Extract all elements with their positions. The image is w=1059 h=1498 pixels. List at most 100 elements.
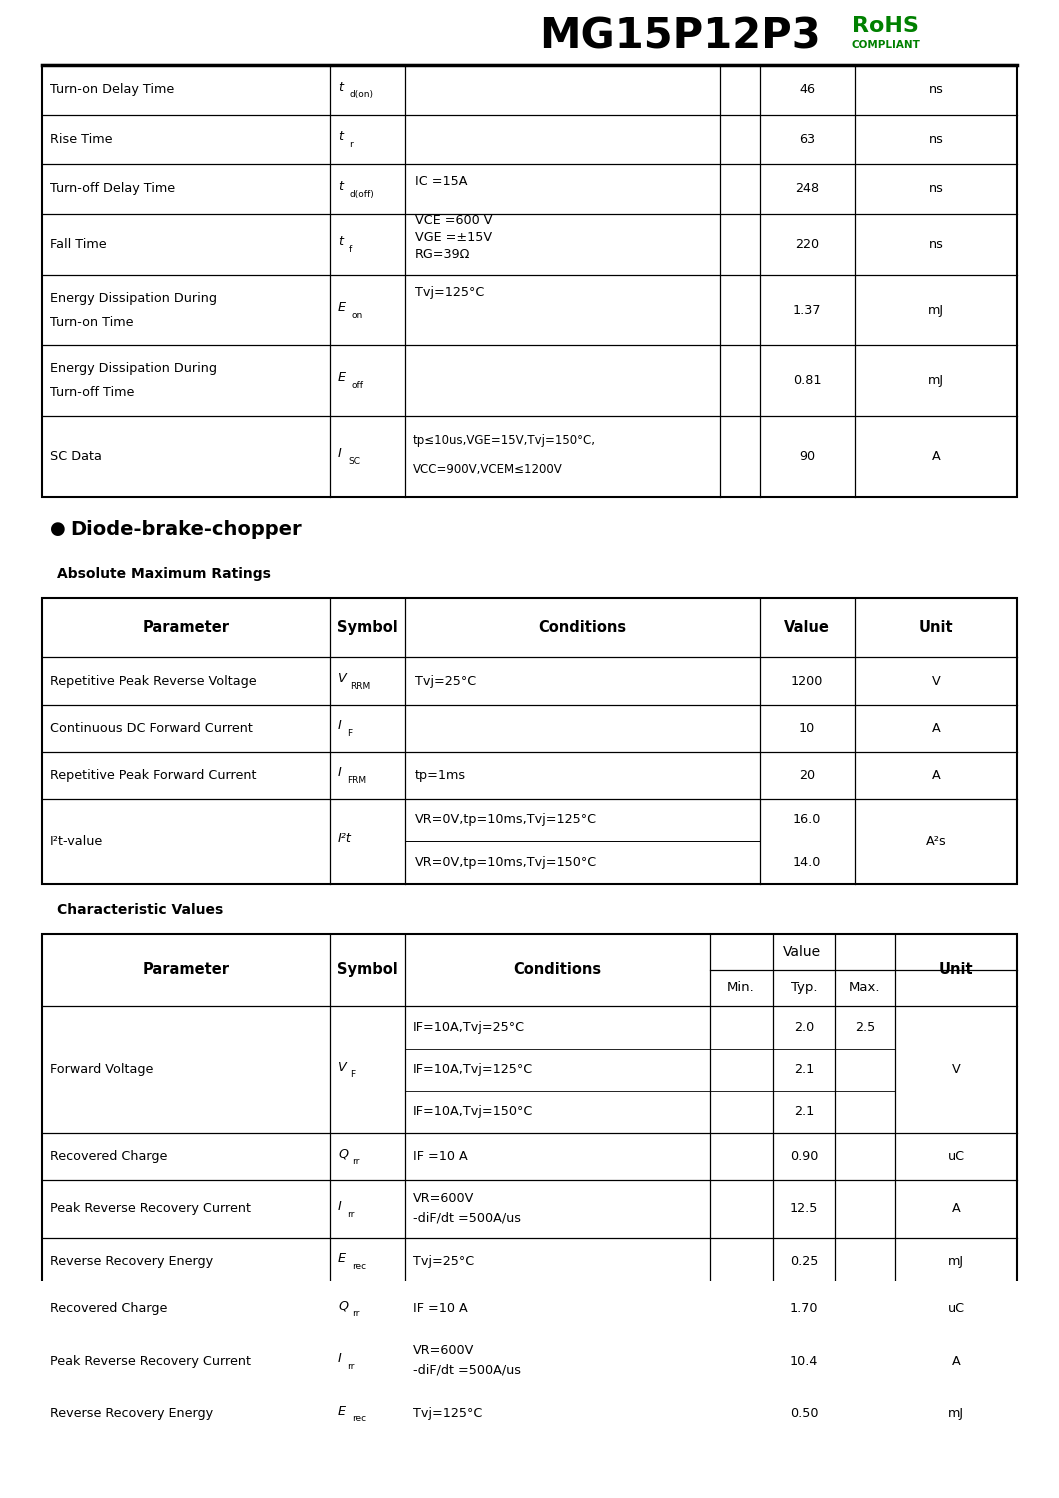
Text: 2.1: 2.1 [794, 1106, 814, 1119]
Text: ns: ns [929, 238, 944, 252]
Text: Typ.: Typ. [791, 981, 818, 995]
Text: A²s: A²s [926, 834, 947, 848]
Bar [42, 64, 1017, 497]
Text: IF =10 A: IF =10 A [413, 1302, 468, 1315]
Text: 0.90: 0.90 [790, 1150, 819, 1162]
Text: Symbol: Symbol [337, 963, 397, 978]
Text: IF=10A,Tvj=150°C: IF=10A,Tvj=150°C [413, 1106, 534, 1119]
Text: I: I [338, 446, 342, 460]
Text: t: t [338, 130, 343, 144]
Text: V: V [338, 1061, 346, 1074]
Text: mJ: mJ [928, 374, 944, 386]
Text: I: I [338, 1200, 342, 1213]
Text: 14.0: 14.0 [793, 857, 821, 869]
Text: A: A [952, 1354, 961, 1368]
Text: Turn-off Delay Time: Turn-off Delay Time [50, 183, 175, 195]
Text: Energy Dissipation During: Energy Dissipation During [50, 292, 217, 306]
Text: Repetitive Peak Reverse Voltage: Repetitive Peak Reverse Voltage [50, 674, 256, 688]
Text: Q: Q [338, 1299, 348, 1312]
Text: F: F [351, 1070, 355, 1079]
Text: d(off): d(off) [349, 190, 374, 199]
Text: Diode-brake-chopper: Diode-brake-chopper [70, 520, 302, 539]
Text: Q: Q [338, 1147, 348, 1161]
Text: 248: 248 [795, 183, 819, 195]
Text: Value: Value [784, 620, 830, 635]
Text: 2.5: 2.5 [855, 1022, 875, 1034]
Text: 2.0: 2.0 [794, 1022, 814, 1034]
Text: 220: 220 [795, 238, 819, 252]
Text: mJ: mJ [928, 304, 944, 318]
Text: 1.37: 1.37 [793, 304, 821, 318]
Text: VR=600V: VR=600V [413, 1192, 474, 1206]
Text: rr: rr [352, 1156, 359, 1165]
Text: Reverse Recovery Energy: Reverse Recovery Energy [50, 1407, 213, 1420]
Text: Tvj=25°C: Tvj=25°C [415, 674, 477, 688]
Text: Recovered Charge: Recovered Charge [50, 1150, 167, 1162]
Text: tp=1ms: tp=1ms [415, 768, 466, 782]
Text: Turn-on Delay Time: Turn-on Delay Time [50, 84, 175, 96]
Text: Absolute Maximum Ratings: Absolute Maximum Ratings [57, 566, 271, 581]
Text: Unit: Unit [938, 963, 973, 978]
Text: rr: rr [347, 1209, 355, 1218]
Text: ●: ● [50, 520, 66, 538]
Text: mJ: mJ [948, 1407, 964, 1420]
Text: 90: 90 [798, 449, 815, 463]
Text: E: E [338, 1405, 346, 1417]
Text: t: t [338, 180, 343, 193]
Text: I²t: I²t [338, 833, 352, 845]
Text: Characteristic Values: Characteristic Values [57, 903, 223, 917]
Text: RoHS: RoHS [852, 15, 919, 36]
Text: RRM: RRM [351, 682, 371, 691]
Text: rec: rec [352, 1414, 366, 1423]
Text: I: I [338, 1353, 342, 1365]
Text: Forward Voltage: Forward Voltage [50, 1064, 154, 1076]
Text: IC =15A: IC =15A [415, 175, 467, 187]
Text: I²t-value: I²t-value [50, 834, 103, 848]
Text: F: F [347, 728, 353, 737]
Text: ns: ns [929, 183, 944, 195]
Text: mJ: mJ [948, 1255, 964, 1267]
Text: E: E [338, 301, 346, 315]
Text: Unit: Unit [919, 620, 953, 635]
Text: V: V [932, 674, 940, 688]
Text: SC: SC [348, 457, 360, 466]
Text: Conditions: Conditions [538, 620, 626, 635]
Text: Value: Value [783, 945, 821, 959]
Text: Peak Reverse Recovery Current: Peak Reverse Recovery Current [50, 1203, 251, 1215]
Text: Parameter: Parameter [143, 963, 230, 978]
Text: Energy Dissipation During: Energy Dissipation During [50, 363, 217, 374]
Text: VR=0V,tp=10ms,Tvj=150°C: VR=0V,tp=10ms,Tvj=150°C [415, 857, 597, 869]
Text: Min.: Min. [728, 981, 755, 995]
Text: 1200: 1200 [791, 674, 823, 688]
Text: Max.: Max. [849, 981, 881, 995]
Text: rec: rec [352, 1263, 366, 1272]
Text: Recovered Charge: Recovered Charge [50, 1302, 167, 1315]
Text: 46: 46 [798, 84, 815, 96]
Text: A: A [932, 768, 940, 782]
Text: Turn-off Time: Turn-off Time [50, 386, 134, 398]
Text: t: t [338, 235, 343, 249]
Text: 10: 10 [798, 722, 815, 734]
Text: -diF/dt =500A/us: -diF/dt =500A/us [413, 1363, 521, 1377]
Text: V: V [952, 1064, 961, 1076]
Text: A: A [952, 1203, 961, 1215]
Text: VCE =600 V: VCE =600 V [415, 214, 492, 228]
Text: E: E [338, 1252, 346, 1266]
Text: V: V [338, 673, 346, 685]
Text: ns: ns [929, 133, 944, 145]
Text: RG=39Ω: RG=39Ω [415, 249, 470, 261]
Text: r: r [349, 139, 353, 148]
Text: 10.4: 10.4 [790, 1354, 819, 1368]
Text: A: A [932, 449, 940, 463]
Text: Fall Time: Fall Time [50, 238, 107, 252]
Text: E: E [338, 372, 346, 385]
Text: 20: 20 [798, 768, 815, 782]
Text: I: I [338, 765, 342, 779]
Text: -diF/dt =500A/us: -diF/dt =500A/us [413, 1210, 521, 1224]
Text: COMPLIANT: COMPLIANT [852, 40, 921, 51]
Text: rr: rr [347, 1362, 355, 1371]
Text: VCC=900V,VCEM≤1200V: VCC=900V,VCEM≤1200V [413, 463, 562, 476]
Text: on: on [352, 312, 363, 321]
Text: IF=10A,Tvj=125°C: IF=10A,Tvj=125°C [413, 1064, 534, 1076]
Text: IF =10 A: IF =10 A [413, 1150, 468, 1162]
